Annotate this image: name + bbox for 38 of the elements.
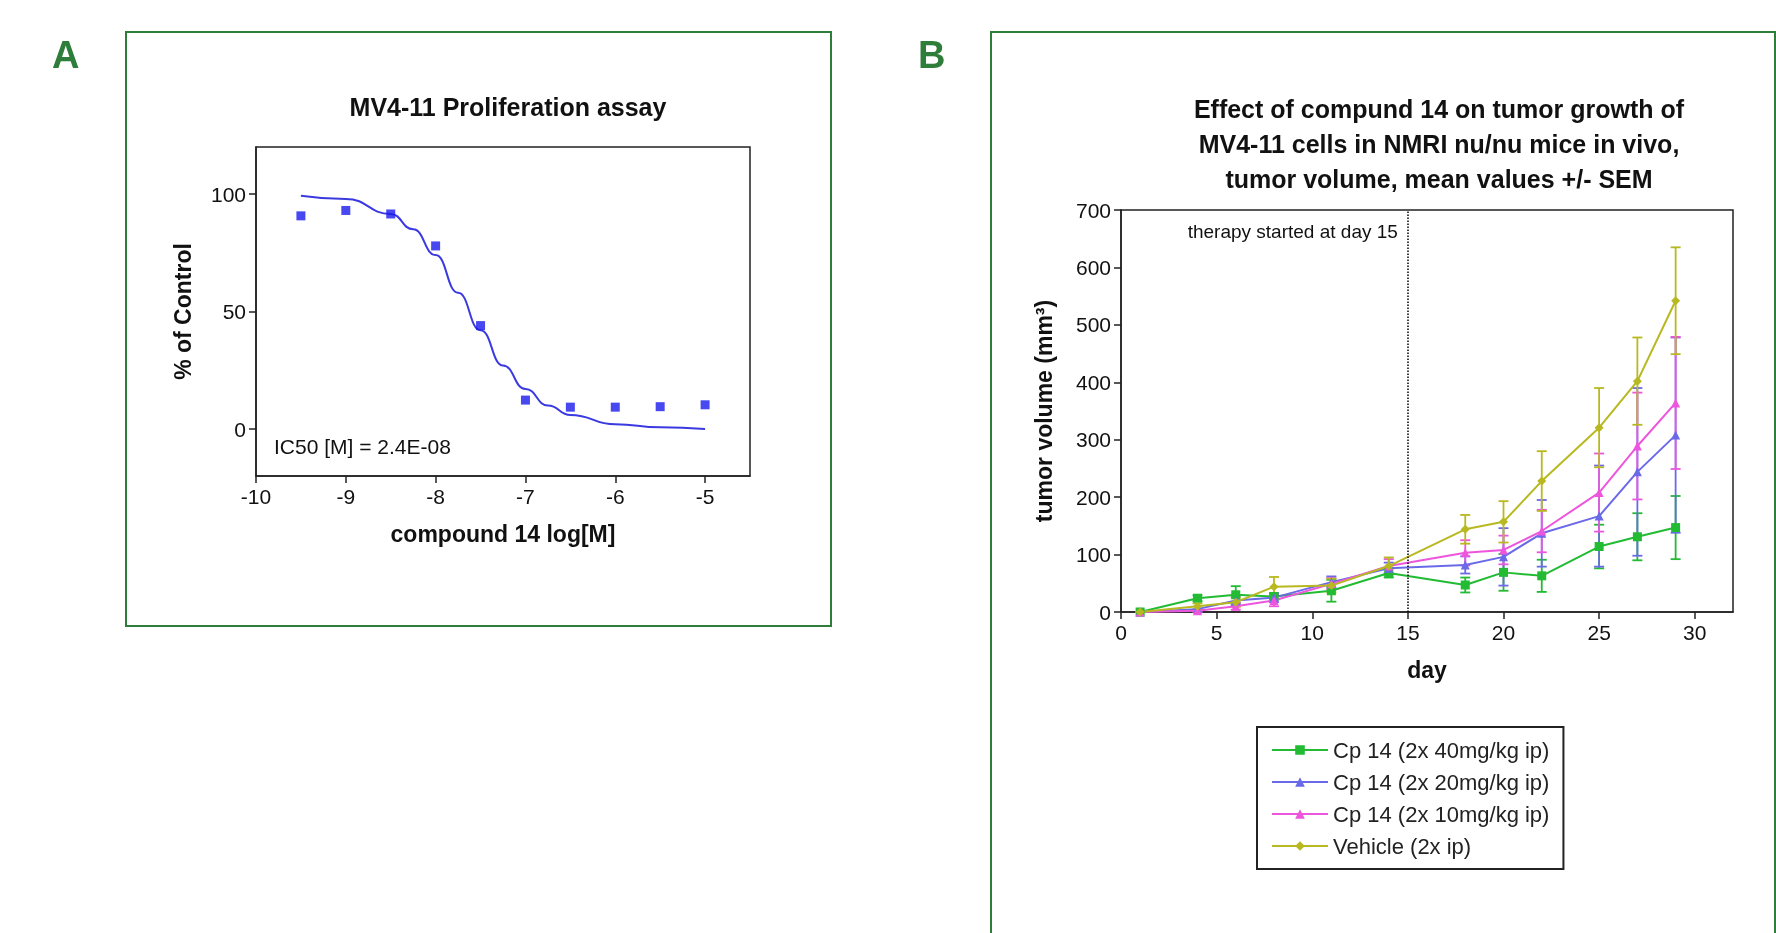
x-axis-title: day (1407, 656, 1448, 683)
y-tick-label: 100 (1075, 543, 1111, 567)
x-tick-label: -7 (516, 485, 535, 508)
y-tick-label: 200 (1075, 485, 1111, 509)
x-tick-label: -9 (336, 485, 356, 508)
y-tick-label: 500 (1075, 313, 1111, 337)
x-tick-label: -5 (695, 485, 715, 508)
chart-title: Effect of compund 14 on tumor growth of MV4-11 cells in NMRI nu/nu mice in vivo, tumor volume, mean values +/- SEM (1193, 94, 1685, 193)
x-tick-label: -6 (605, 485, 625, 508)
x-tick-label: -8 (426, 485, 445, 508)
y-tick-label: 600 (1075, 255, 1111, 279)
x-tick-label: -10 (240, 485, 272, 508)
x-axis-title: compound 14 log[M] (390, 520, 616, 547)
text: B (918, 34, 946, 76)
x-tick-label: 25 (1587, 621, 1611, 644)
y-tick-label: 0 (234, 417, 246, 441)
y-tick-label: 50 (222, 300, 246, 323)
y-tick-label: 400 (1075, 370, 1111, 394)
legend-label: Cp 14 (2x 40mg/kg ip) (1333, 737, 1550, 763)
x-tick-label: 15 (1396, 621, 1420, 644)
y-tick-label: 100 (210, 182, 246, 206)
x-tick-label: 20 (1491, 621, 1516, 644)
y-tick-label: 700 (1075, 198, 1111, 222)
x-tick-label: 10 (1300, 621, 1324, 644)
x-tick-label: 0 (1115, 621, 1127, 644)
x-tick-label: 5 (1210, 621, 1223, 644)
legend-label: Vehicle (2x ip) (1333, 833, 1472, 859)
y-axis-title: % of Control (169, 243, 196, 380)
legend-label: Cp 14 (2x 10mg/kg ip) (1333, 801, 1550, 827)
x-tick-label: 30 (1683, 621, 1707, 644)
y-tick-label: 0 (1099, 600, 1111, 624)
y-axis-title: tumor volume (mm³) (1030, 299, 1057, 523)
y-tick-label: 300 (1075, 428, 1111, 452)
ref-line-label: therapy started at day 15 (1187, 221, 1398, 242)
annotation: IC50 [M] = 2.4E-08 (274, 435, 451, 458)
chart-title: MV4-11 Proliferation assay (349, 92, 667, 121)
text: A (52, 34, 80, 76)
legend-label: Cp 14 (2x 20mg/kg ip) (1333, 769, 1550, 795)
